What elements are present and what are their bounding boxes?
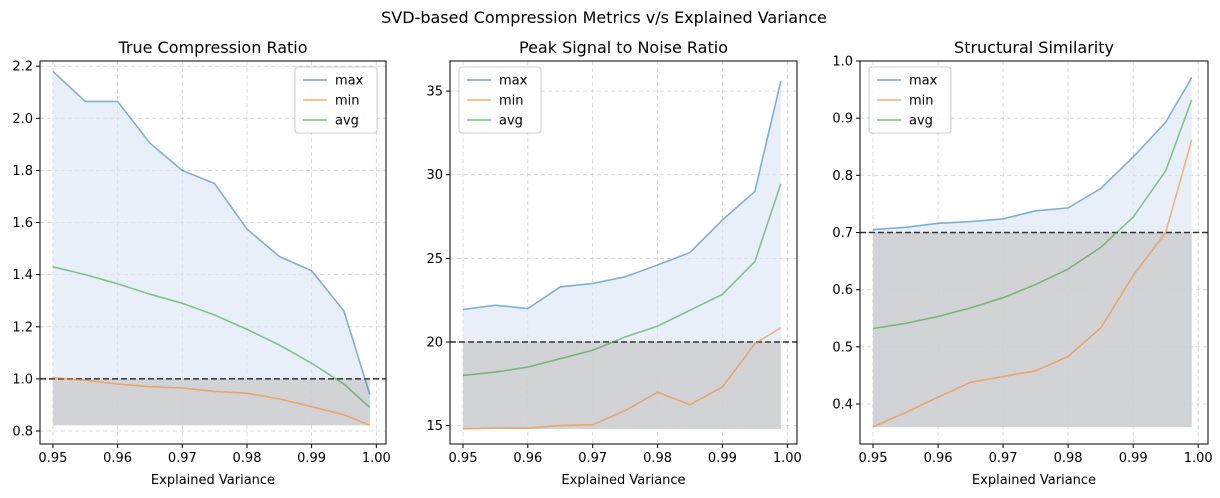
legend-label-min: min (909, 94, 934, 109)
x-tick-label: 0.98 (233, 451, 262, 466)
below-threshold-fill (52, 378, 370, 426)
x-tick-label: 0.98 (1054, 451, 1083, 466)
legend-box (868, 66, 952, 134)
y-tick-label: 1.4 (12, 268, 33, 283)
series-line-min (872, 139, 1193, 428)
y-tick-label: 0.7 (832, 226, 853, 241)
legend-label-avg: avg (909, 114, 933, 129)
below-threshold-fill (873, 232, 1192, 427)
x-tick-label: 0.96 (103, 451, 132, 466)
axes-frame (39, 60, 387, 445)
range-fill (52, 71, 370, 426)
series-line-max (52, 70, 371, 395)
y-tick-label: 0.5 (832, 340, 853, 355)
y-tick-label: 0.6 (832, 283, 853, 298)
y-tick-label: 1.6 (12, 216, 33, 231)
x-tick-label: 0.99 (1119, 451, 1148, 466)
y-tick-label: 15 (426, 419, 443, 434)
x-tick-label: 0.97 (578, 451, 607, 466)
panels: 0.95 0.96 0.97 0.98 0.99 1.00 0.8 1.0 1.2 1.4 1.6 1… (12, 38, 1212, 488)
y-tick-label: 1.0 (12, 372, 33, 387)
x-tick-label: 1.00 (362, 451, 391, 466)
legend-box (294, 66, 378, 134)
series-line-avg (52, 266, 371, 409)
y-tick-label: 20 (426, 336, 443, 351)
y-tick-label: 0.8 (832, 169, 853, 184)
chart-panel-1: 0.95 0.96 0.97 0.98 0.99 1.00 15 20 25 30 35 Peak S… (426, 38, 801, 488)
legend: max min avg (458, 66, 542, 134)
figure-suptitle: SVD-based Compression Metrics v/s Explai… (381, 8, 827, 27)
y-tick-label: 35 (426, 85, 443, 100)
chart-panel-2: 0.95 0.96 0.97 0.98 0.99 1.00 0.4 0.5 0.6 0.7 0.8 0… (832, 38, 1212, 488)
y-tick-label: 1.2 (12, 320, 33, 335)
legend-box (458, 66, 542, 134)
legend-label-min: min (335, 94, 360, 109)
y-tick-label: 2.0 (12, 112, 33, 127)
x-tick-label: 0.99 (297, 451, 326, 466)
series-line-avg (462, 183, 782, 377)
axes-frame (859, 60, 1209, 445)
legend-label-min: min (499, 94, 524, 109)
legend-label-max: max (499, 74, 528, 89)
y-tick-label: 25 (426, 252, 443, 267)
x-tick-label: 0.98 (643, 451, 672, 466)
chart-title: Peak Signal to Noise Ratio (519, 38, 728, 57)
y-tick-label: 1.8 (12, 164, 33, 179)
series-line-max (872, 77, 1193, 231)
y-tick-label: 0.4 (832, 398, 853, 413)
y-tick-label: 2.2 (12, 60, 33, 75)
x-axis-label: Explained Variance (151, 473, 275, 488)
legend-label-avg: avg (335, 114, 359, 129)
x-tick-label: 0.97 (168, 451, 197, 466)
legend-label-avg: avg (499, 114, 523, 129)
x-axis-label: Explained Variance (561, 473, 685, 488)
x-tick-label: 0.95 (38, 451, 67, 466)
x-tick-label: 0.96 (924, 451, 953, 466)
x-tick-label: 0.95 (449, 451, 478, 466)
x-tick-label: 0.99 (708, 451, 737, 466)
series-line-min (52, 376, 371, 426)
x-tick-label: 0.96 (513, 451, 542, 466)
chart-title: Structural Similarity (954, 38, 1114, 57)
x-tick-label: 0.95 (859, 451, 888, 466)
y-tick-label: 1.0 (832, 55, 853, 70)
y-tick-label: 0.8 (12, 425, 33, 440)
y-tick-label: 0.9 (832, 112, 853, 127)
legend: max min avg (294, 66, 378, 134)
chart-title: True Compression Ratio (117, 38, 307, 57)
y-tick-label: 30 (426, 168, 443, 183)
axes-frame (449, 60, 798, 445)
series-line-min (462, 327, 782, 430)
chart-panel-0: 0.95 0.96 0.97 0.98 0.99 1.00 0.8 1.0 1.2 1.4 1.6 1… (12, 38, 390, 488)
x-tick-label: 1.00 (1184, 451, 1213, 466)
series-line-avg (872, 99, 1193, 330)
below-threshold-fill (463, 342, 781, 429)
x-tick-label: 0.97 (989, 451, 1018, 466)
x-axis-label: Explained Variance (972, 473, 1096, 488)
legend-label-max: max (335, 74, 364, 89)
legend-label-max: max (909, 74, 938, 89)
x-tick-label: 1.00 (773, 451, 802, 466)
series-line-max (462, 80, 782, 311)
legend: max min avg (868, 66, 952, 134)
